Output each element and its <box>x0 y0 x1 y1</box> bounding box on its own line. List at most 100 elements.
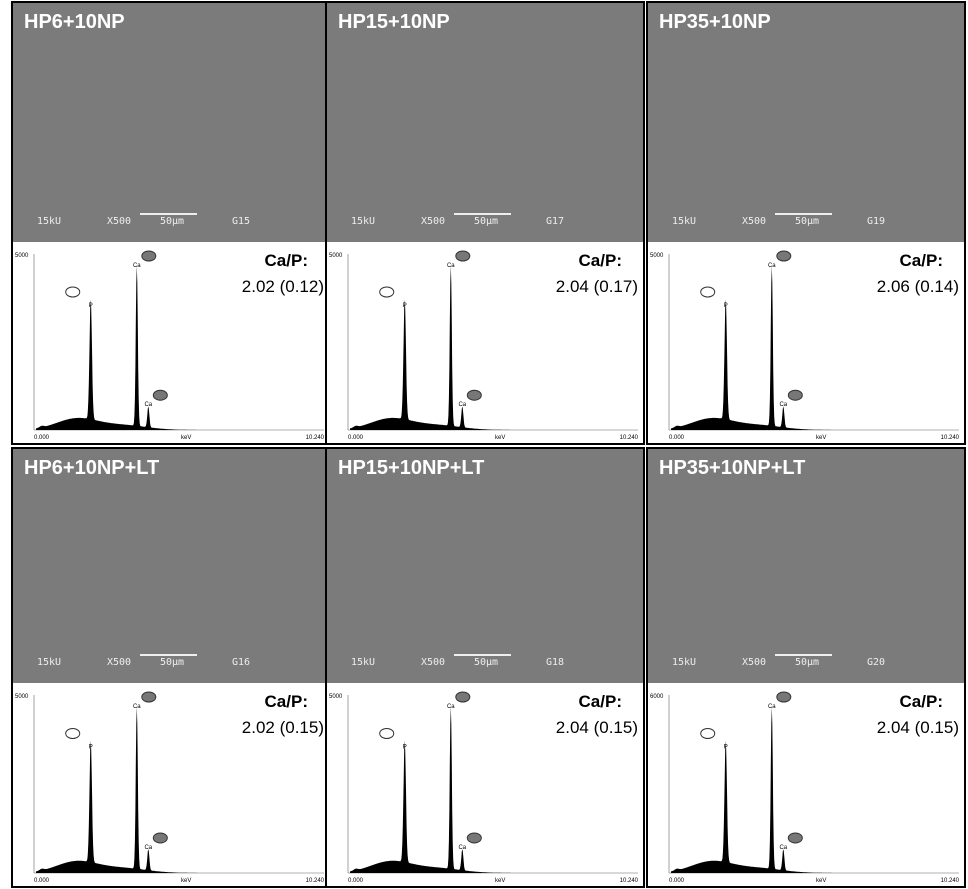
x-max: 10.240 <box>620 878 639 884</box>
pointer-icon <box>466 389 482 401</box>
y-max: 6000 <box>650 694 664 700</box>
pointer-icon <box>455 691 471 703</box>
peak-label: P <box>724 303 728 309</box>
y-max: 5000 <box>15 253 29 259</box>
pointer-icon <box>776 250 792 262</box>
sem-voltage: 15kU <box>37 216 61 227</box>
peak-label: P <box>89 745 93 751</box>
pointer-icon <box>152 832 168 844</box>
sem-voltage: 15kU <box>351 216 375 227</box>
pointer-icon <box>700 286 716 298</box>
sem-code: G17 <box>546 216 564 227</box>
panel-label: HP35+10NP <box>659 11 771 33</box>
ratio-value: 2.04 (0.15) <box>556 718 638 737</box>
eds-area <box>647 683 965 887</box>
ratio-value: 2.02 (0.12) <box>242 277 324 296</box>
panel: HP35+10NP+LT 15kU X500 50µm G20 6000 0.000 keV 1… <box>646 447 966 888</box>
ratio-label: Ca/P: <box>900 692 943 711</box>
pointer-icon <box>455 250 471 262</box>
sem-code: G18 <box>546 657 564 668</box>
sem-magnification: X500 <box>421 657 445 668</box>
ratio-value: 2.04 (0.15) <box>877 718 959 737</box>
panel-label: HP35+10NP+LT <box>659 457 805 479</box>
pointer-icon <box>379 728 395 739</box>
peak-label: Ca <box>768 263 776 269</box>
x-max: 10.240 <box>306 878 325 884</box>
peak-label: Ca <box>133 704 141 710</box>
peak-label: P <box>403 745 407 751</box>
x-min: 0.000 <box>669 435 685 441</box>
eds-area <box>12 683 330 887</box>
sem-voltage: 15kU <box>351 657 375 668</box>
sem-scale: 50µm <box>474 657 498 668</box>
eds-area <box>326 683 644 887</box>
pointer-icon <box>787 389 803 401</box>
x-max: 10.240 <box>306 435 325 441</box>
x-max: 10.240 <box>941 878 960 884</box>
x-unit: keV <box>816 878 826 884</box>
panel: HP15+10NP+LT 15kU X500 50µm G18 5000 0.000 keV 1… <box>325 447 645 888</box>
pointer-icon <box>466 832 482 844</box>
ratio-value: 2.02 (0.15) <box>242 718 324 737</box>
sem-scale: 50µm <box>160 216 184 227</box>
x-min: 0.000 <box>348 435 364 441</box>
peak-label: Ca <box>144 845 152 851</box>
y-max: 5000 <box>329 253 343 259</box>
sem-image <box>647 2 965 242</box>
panel: HP6+10NP 15kU X500 50µm G15 5000 0.000 keV 10.24… <box>11 1 331 445</box>
pointer-icon <box>141 250 157 262</box>
panel-border <box>646 1 966 445</box>
panel-border <box>646 447 966 888</box>
pointer-icon <box>776 691 792 703</box>
pointer-icon <box>65 728 81 739</box>
panel: HP15+10NP 15kU X500 50µm G17 5000 0.000 keV 10.2… <box>325 1 645 445</box>
sem-image <box>12 2 330 242</box>
x-min: 0.000 <box>34 435 50 441</box>
peak-label: Ca <box>447 704 455 710</box>
sem-code: G16 <box>232 657 250 668</box>
x-min: 0.000 <box>669 878 685 884</box>
ratio-label: Ca/P: <box>579 251 622 270</box>
x-max: 10.240 <box>941 435 960 441</box>
ratio-value: 2.04 (0.17) <box>556 277 638 296</box>
peak-label: Ca <box>447 263 455 269</box>
ratio-label: Ca/P: <box>900 251 943 270</box>
x-min: 0.000 <box>34 878 50 884</box>
pointer-icon <box>700 728 716 739</box>
peak-label: P <box>403 303 407 309</box>
eds-area <box>326 242 644 444</box>
peak-label: Ca <box>779 402 787 408</box>
sem-scale: 50µm <box>795 216 819 227</box>
panel-border <box>325 447 645 888</box>
sem-magnification: X500 <box>107 657 131 668</box>
sem-voltage: 15kU <box>37 657 61 668</box>
x-max: 10.240 <box>620 435 639 441</box>
sem-scale: 50µm <box>160 657 184 668</box>
pointer-icon <box>152 389 168 401</box>
ratio-label: Ca/P: <box>579 692 622 711</box>
peak-label: Ca <box>458 845 466 851</box>
sem-code: G20 <box>867 657 885 668</box>
peak-label: Ca <box>144 402 152 408</box>
ratio-value: 2.06 (0.14) <box>877 277 959 296</box>
x-unit: keV <box>495 435 505 441</box>
x-unit: keV <box>181 435 191 441</box>
sem-image <box>326 2 644 242</box>
x-unit: keV <box>181 878 191 884</box>
sem-magnification: X500 <box>742 657 766 668</box>
panel: HP35+10NP 15kU X500 50µm G19 5000 0.000 keV 10.2… <box>646 1 966 445</box>
pointer-icon <box>65 286 81 298</box>
sem-image <box>647 448 965 683</box>
y-max: 5000 <box>15 694 29 700</box>
panel-border <box>325 1 645 445</box>
sem-voltage: 15kU <box>672 657 696 668</box>
peak-label: Ca <box>458 402 466 408</box>
peak-label: P <box>724 745 728 751</box>
eds-area <box>12 242 330 444</box>
sem-code: G19 <box>867 216 885 227</box>
sem-image <box>326 448 644 683</box>
sem-magnification: X500 <box>742 216 766 227</box>
sem-magnification: X500 <box>107 216 131 227</box>
panel-label: HP15+10NP+LT <box>338 457 484 479</box>
